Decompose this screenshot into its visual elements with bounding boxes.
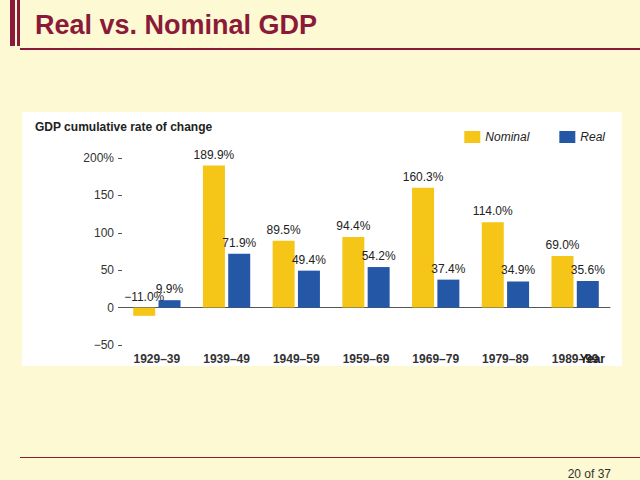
svg-text:Year: Year bbox=[580, 352, 606, 366]
svg-text:94.4%: 94.4% bbox=[336, 219, 370, 233]
svg-text:Real: Real bbox=[580, 130, 605, 144]
svg-text:−50: −50 bbox=[94, 338, 115, 352]
svg-text:1939–49: 1939–49 bbox=[203, 352, 250, 366]
svg-text:69.0%: 69.0% bbox=[545, 238, 579, 252]
svg-text:89.5%: 89.5% bbox=[267, 223, 301, 237]
svg-text:200%: 200% bbox=[83, 151, 114, 165]
svg-text:1979–89: 1979–89 bbox=[482, 352, 529, 366]
svg-text:1969–79: 1969–79 bbox=[412, 352, 459, 366]
svg-text:34.9%: 34.9% bbox=[501, 263, 535, 277]
svg-text:GDP cumulative rate of change: GDP cumulative rate of change bbox=[35, 120, 212, 134]
svg-text:9.9%: 9.9% bbox=[156, 282, 184, 296]
svg-text:71.9%: 71.9% bbox=[222, 236, 256, 250]
svg-text:160.3%: 160.3% bbox=[403, 170, 444, 184]
svg-text:Nominal: Nominal bbox=[485, 130, 529, 144]
svg-text:54.2%: 54.2% bbox=[362, 249, 396, 263]
svg-text:49.4%: 49.4% bbox=[292, 253, 326, 267]
svg-text:Real vs. Nominal GDP: Real vs. Nominal GDP bbox=[35, 10, 317, 40]
svg-text:100: 100 bbox=[94, 226, 114, 240]
svg-text:1929–39: 1929–39 bbox=[133, 352, 180, 366]
svg-text:114.0%: 114.0% bbox=[473, 204, 513, 218]
svg-text:189.9%: 189.9% bbox=[194, 148, 235, 162]
svg-text:−11.0%: −11.0% bbox=[124, 289, 165, 304]
svg-text:0: 0 bbox=[107, 301, 114, 315]
svg-text:1959–69: 1959–69 bbox=[343, 352, 390, 366]
svg-text:50: 50 bbox=[101, 263, 115, 277]
svg-text:20 of 37: 20 of 37 bbox=[568, 467, 612, 480]
svg-text:150: 150 bbox=[94, 188, 114, 202]
svg-text:1989–99: 1989–99 bbox=[551, 352, 599, 366]
svg-text:37.4%: 37.4% bbox=[431, 262, 465, 276]
svg-text:1949–59: 1949–59 bbox=[273, 352, 320, 366]
svg-text:35.6%: 35.6% bbox=[571, 263, 605, 277]
